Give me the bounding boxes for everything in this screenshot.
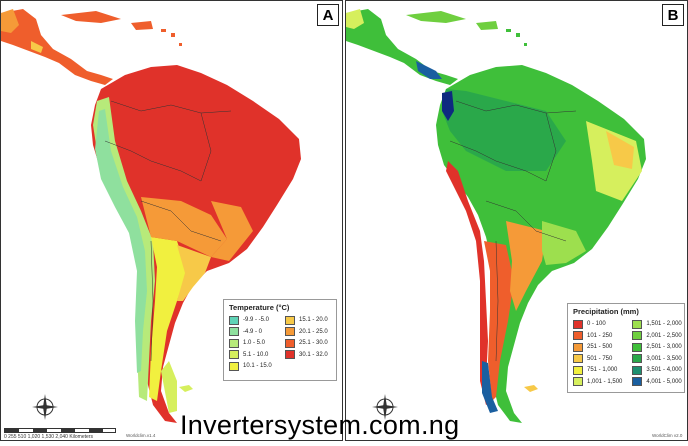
- legend-label: 25.1 - 30.0: [299, 340, 328, 346]
- legend-swatch: [229, 338, 239, 348]
- precipitation-map-panel: B Precipitation (mm) 0 - 100 101 - 250 251…: [345, 0, 688, 441]
- legend-item: 2,501 - 3,000: [632, 342, 682, 352]
- mexico-central-america: [346, 9, 458, 85]
- legend-label: 20.1 - 25.0: [299, 328, 328, 335]
- legend-item: -4.9 - 0: [229, 327, 275, 336]
- scale-bar: 0 255 510 1,020 1,530 2,040 Kilometers: [4, 428, 116, 440]
- legend-item: 4,001 - 5,000: [632, 377, 682, 386]
- legend-label: -9.9 - -5.0: [243, 317, 270, 323]
- legend-swatch: [573, 342, 583, 352]
- legend-swatch: [285, 327, 295, 336]
- legend-item: 3,501 - 4,000: [632, 365, 682, 375]
- panel-label-a: A: [317, 4, 339, 26]
- hispaniola-island: [131, 21, 153, 30]
- legend-swatch: [229, 361, 239, 371]
- compass-rose-icon: [372, 394, 398, 420]
- panel-label-b: B: [662, 4, 684, 26]
- legend-item: 15.1 - 20.0: [285, 315, 331, 325]
- legend-label: 10.1 - 15.0: [243, 363, 272, 369]
- legend-swatch: [632, 319, 643, 329]
- legend-swatch: [632, 342, 643, 352]
- compass-rose-icon: [32, 394, 58, 420]
- legend-swatch: [229, 350, 239, 359]
- legend-item: 0 - 100: [573, 319, 622, 329]
- legend-item: 3,001 - 3,500: [632, 354, 682, 363]
- legend-label: 3,501 - 4,000: [646, 367, 682, 373]
- legend-label: 1.0 - 5.0: [243, 340, 266, 346]
- falkland-islands: [179, 385, 193, 392]
- legend-swatch: [573, 319, 583, 329]
- data-source-credit: Worldclim.v1.4: [126, 433, 156, 438]
- temperature-legend: Temperature (°C) -9.9 - -5.0 -4.9 - 0 1.0 …: [223, 299, 337, 381]
- scale-bar-label: 0 255 510 1,020 1,530 2,040 Kilometers: [4, 434, 93, 440]
- legend-label: 15.1 - 20.0: [299, 317, 328, 323]
- legend-swatch: [632, 331, 643, 340]
- legend-label: 1,501 - 2,000: [646, 321, 682, 327]
- temperature-map-panel: A Temperature (°C) -9.9 - -5.0 -4.9 - 0 1.…: [0, 0, 343, 441]
- legend-swatch: [285, 338, 295, 348]
- watermark-text: Invertersystem.com.ng: [180, 410, 460, 440]
- legend-item: 1,501 - 2,000: [632, 319, 682, 329]
- small-antilles: [161, 29, 182, 46]
- legend-item: -9.9 - -5.0: [229, 315, 275, 325]
- legend-swatch: [285, 315, 295, 325]
- legend-item: 1,001 - 1,500: [573, 377, 623, 386]
- legend-title: Temperature (°C): [229, 303, 290, 312]
- legend-swatch: [573, 331, 583, 340]
- legend-swatch: [573, 365, 583, 375]
- scale-bar-graphic: [4, 428, 116, 433]
- legend-entries: -9.9 - -5.0 -4.9 - 0 1.0 - 5.0 5.1 - 10.0 10…: [229, 315, 331, 371]
- legend-title: Precipitation (mm): [573, 307, 639, 316]
- legend-item: 10.1 - 15.0: [229, 361, 275, 371]
- temperature-map: [1, 9, 301, 423]
- legend-item: 30.1 - 32.0: [285, 350, 331, 359]
- legend-swatch: [229, 315, 239, 325]
- precipitation-map: [346, 9, 646, 423]
- legend-label: 101 - 250: [587, 332, 613, 339]
- legend-item: 101 - 250: [573, 331, 622, 340]
- legend-entries: 0 - 100 101 - 250 251 - 500 501 - 750 751 - …: [573, 319, 682, 386]
- legend-label: 2,501 - 3,000: [646, 344, 682, 350]
- legend-item: 251 - 500: [573, 342, 622, 352]
- legend-label: 751 - 1,000: [587, 367, 618, 373]
- legend-swatch: [229, 327, 239, 336]
- legend-swatch: [573, 354, 583, 363]
- legend-swatch: [285, 350, 295, 359]
- legend-item: 2,001 - 2,500: [632, 331, 682, 340]
- mexico-central-america: [1, 9, 113, 85]
- legend-label: 4,001 - 5,000: [646, 378, 682, 385]
- legend-label: 251 - 500: [587, 344, 613, 350]
- legend-item: 751 - 1,000: [573, 365, 622, 375]
- legend-label: 30.1 - 32.0: [299, 351, 328, 358]
- legend-swatch: [632, 377, 643, 386]
- legend-label: -4.9 - 0: [243, 328, 263, 335]
- legend-item: 1.0 - 5.0: [229, 338, 275, 348]
- precipitation-legend: Precipitation (mm) 0 - 100 101 - 250 251 -…: [567, 303, 685, 393]
- legend-item: 20.1 - 25.0: [285, 327, 331, 336]
- cuba-island: [61, 11, 121, 23]
- legend-label: 501 - 750: [587, 355, 613, 362]
- legend-label: 2,001 - 2,500: [646, 332, 682, 339]
- legend-item: 25.1 - 30.0: [285, 338, 331, 348]
- legend-item: 5.1 - 10.0: [229, 350, 275, 359]
- legend-label: 3,001 - 3,500: [646, 355, 682, 362]
- legend-label: 5.1 - 10.0: [243, 351, 269, 358]
- data-source-credit: WorldClim v2.0: [652, 433, 683, 438]
- legend-label: 1,001 - 1,500: [587, 378, 623, 385]
- legend-swatch: [632, 354, 643, 363]
- legend-swatch: [573, 377, 583, 386]
- legend-swatch: [632, 365, 643, 375]
- legend-item: 501 - 750: [573, 354, 622, 363]
- legend-label: 0 - 100: [587, 321, 606, 327]
